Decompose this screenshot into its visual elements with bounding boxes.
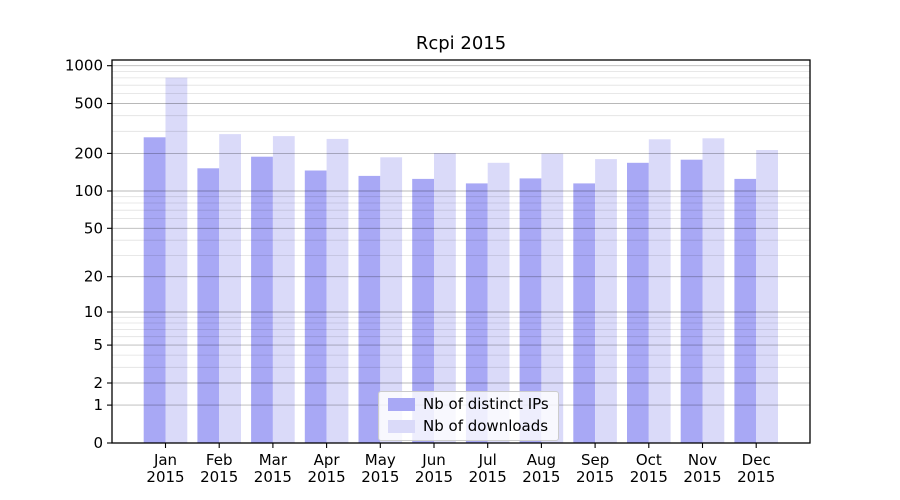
bar	[143, 137, 166, 444]
x-tick-label-year: 2015	[630, 468, 668, 486]
bar	[465, 183, 488, 443]
x-tick-label-year: 2015	[683, 468, 721, 486]
x-tick-label-month: Jan	[153, 451, 177, 469]
x-tick-label-year: 2015	[469, 468, 507, 486]
x-tick-label-month: Jul	[478, 451, 497, 469]
bar	[541, 153, 564, 443]
legend-label-downloads: Nb of downloads	[423, 416, 549, 435]
x-tick-label-year: 2015	[254, 468, 292, 486]
x-tick-label-year: 2015	[576, 468, 614, 486]
bar	[219, 134, 241, 443]
legend-swatch-distinct-ips	[388, 398, 415, 412]
x-tick-label-year: 2015	[146, 468, 184, 486]
x-tick-label-month: Aug	[527, 451, 556, 469]
legend-swatch-downloads	[388, 420, 415, 434]
bar	[627, 162, 649, 444]
bar	[304, 170, 327, 443]
legend-item-distinct-ips: Nb of distinct IPs	[388, 395, 549, 413]
y-tick-label: 500	[74, 95, 103, 113]
x-tick-label-year: 2015	[522, 468, 560, 486]
chart-title: Rcpi 2015	[415, 33, 507, 54]
bar	[595, 159, 617, 443]
legend: Nb of distinct IPs Nb of downloads	[378, 391, 559, 441]
x-tick-label-year: 2015	[361, 468, 399, 486]
y-tick-label: 5	[93, 336, 103, 354]
x-tick-label-year: 2015	[737, 468, 775, 486]
x-tick-label-month: Mar	[259, 451, 288, 469]
bar	[412, 178, 434, 443]
bar	[702, 138, 725, 444]
x-tick-label-month: Sep	[581, 451, 609, 469]
bar	[573, 183, 596, 443]
y-tick-label: 10	[84, 303, 103, 321]
bar	[519, 178, 542, 443]
bar	[358, 175, 381, 443]
x-tick-label-month: Nov	[688, 451, 717, 469]
bar	[165, 77, 188, 443]
bar	[680, 159, 703, 443]
bar	[197, 168, 220, 444]
y-tick-label: 20	[84, 268, 103, 286]
bar	[756, 150, 778, 443]
y-tick-label: 0	[93, 434, 103, 452]
bar	[272, 136, 295, 443]
x-tick-label-month: May	[365, 451, 396, 469]
y-tick-label: 100	[74, 182, 103, 200]
plot-border	[111, 59, 811, 444]
x-tick-label-month: Oct	[636, 451, 662, 469]
legend-label-distinct-ips: Nb of distinct IPs	[423, 395, 549, 413]
bar	[251, 156, 273, 443]
bar	[326, 138, 349, 443]
legend-item-downloads: Nb of downloads	[388, 416, 549, 435]
y-tick-label: 1000	[65, 57, 103, 75]
bar	[434, 153, 456, 443]
y-tick-label: 2	[93, 374, 103, 392]
bar	[487, 162, 510, 444]
bar	[734, 178, 757, 443]
x-tick-label-month: Dec	[742, 451, 771, 469]
y-tick-label: 200	[74, 144, 103, 162]
x-tick-label-month: Feb	[206, 451, 233, 469]
x-tick-label-year: 2015	[415, 468, 453, 486]
bar	[380, 157, 403, 444]
x-tick-label-year: 2015	[308, 468, 346, 486]
y-tick-label: 50	[84, 219, 103, 237]
x-tick-label-year: 2015	[200, 468, 238, 486]
x-tick-label-month: Apr	[314, 451, 341, 469]
bar	[648, 139, 671, 444]
y-tick-label: 1	[93, 396, 103, 414]
x-tick-label-month: Jun	[421, 451, 445, 469]
